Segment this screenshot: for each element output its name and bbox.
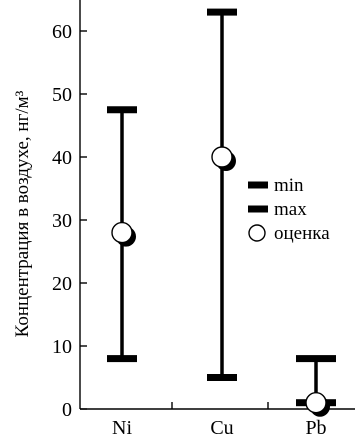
y-tick-label: 20 bbox=[52, 273, 72, 295]
y-tick-label: 30 bbox=[52, 210, 72, 232]
legend-label: min bbox=[274, 175, 304, 196]
y-tick-label: 40 bbox=[52, 147, 72, 169]
max-cap bbox=[107, 106, 137, 114]
legend-label: max bbox=[274, 199, 307, 220]
axes: 0 10 20 30 40 50 60 Ni Cu Pb bbox=[52, 0, 355, 438]
chart-marks bbox=[107, 8, 336, 417]
estimate-point bbox=[211, 146, 233, 168]
x-tick-label: Ni bbox=[112, 417, 132, 438]
legend-circle-icon bbox=[248, 224, 266, 242]
legend-bar-icon bbox=[248, 181, 268, 189]
estimate-point bbox=[111, 221, 133, 244]
y-axis-label: Концентрация в воздухе, нг/м³ bbox=[12, 90, 33, 337]
legend-label: оценка bbox=[274, 223, 330, 244]
min-cap bbox=[107, 355, 137, 363]
x-tick-label: Pb bbox=[305, 417, 326, 438]
y-tick-label: 60 bbox=[52, 21, 72, 43]
legend-bar-icon bbox=[248, 205, 268, 213]
y-tick-label: 10 bbox=[52, 336, 72, 358]
y-tick-label: 0 bbox=[62, 399, 72, 421]
x-tick-label: Cu bbox=[210, 417, 233, 438]
max-cap bbox=[296, 355, 336, 363]
y-tick-label: 50 bbox=[52, 84, 72, 106]
estimate-point bbox=[305, 392, 327, 414]
min-cap bbox=[207, 374, 237, 381]
max-cap bbox=[207, 8, 237, 16]
legend: min max оценка bbox=[248, 175, 330, 244]
